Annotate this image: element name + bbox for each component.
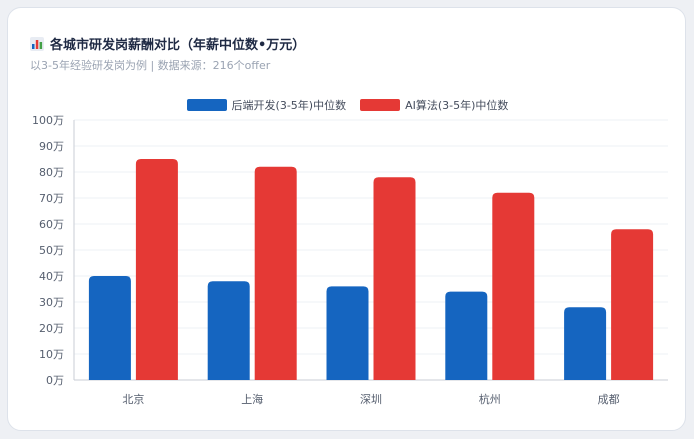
- y-tick-label: 60万: [39, 218, 64, 231]
- legend-label-ai: AI算法(3-5年)中位数: [405, 99, 509, 112]
- legend-item-backend[interactable]: 后端开发(3-5年)中位数: [186, 97, 347, 113]
- bar-backend[interactable]: [88, 276, 131, 380]
- bar-ai[interactable]: [254, 166, 297, 380]
- x-tick-label: 深圳: [360, 393, 382, 406]
- title-row: 各城市研发岗薪酬对比（年薪中位数•万元）: [30, 34, 305, 53]
- y-tick-label: 20万: [39, 322, 64, 335]
- y-tick-label: 50万: [39, 244, 64, 257]
- chart-subtitle: 以3-5年经验研发岗为例 | 数据来源：216个offer: [30, 59, 271, 72]
- bar-ai[interactable]: [492, 192, 535, 380]
- bar-backend[interactable]: [326, 286, 369, 380]
- y-tick-label: 40万: [39, 270, 64, 283]
- y-tick-label: 90万: [39, 140, 64, 153]
- chart-card: 各城市研发岗薪酬对比（年薪中位数•万元） 以3-5年经验研发岗为例 | 数据来源…: [7, 7, 686, 431]
- y-tick-label: 10万: [39, 348, 64, 361]
- bar-backend[interactable]: [564, 307, 607, 380]
- bar-ai[interactable]: [135, 159, 178, 380]
- legend: 后端开发(3-5年)中位数 AI算法(3-5年)中位数: [8, 97, 687, 113]
- y-tick-label: 80万: [39, 166, 64, 179]
- chart-title: 各城市研发岗薪酬对比（年薪中位数•万元）: [50, 38, 306, 53]
- y-tick-label: 100万: [32, 114, 64, 127]
- bar-ai[interactable]: [611, 229, 654, 380]
- legend-swatch-ai: [360, 99, 401, 111]
- y-tick-label: 70万: [39, 192, 64, 205]
- legend-item-ai[interactable]: AI算法(3-5年)中位数: [360, 97, 508, 113]
- x-tick-label: 北京: [122, 392, 144, 406]
- legend-label-backend: 后端开发(3-5年)中位数: [231, 99, 347, 112]
- x-tick-label: 杭州: [479, 392, 501, 406]
- y-tick-label: 0万: [46, 374, 64, 387]
- x-tick-label: 上海: [241, 392, 263, 406]
- bar-chart-icon: [30, 36, 44, 51]
- bar-backend[interactable]: [207, 281, 250, 380]
- y-tick-label: 30万: [39, 296, 64, 309]
- x-tick-label: 成都: [598, 393, 620, 406]
- legend-swatch-backend: [186, 99, 227, 111]
- bar-backend[interactable]: [445, 291, 488, 380]
- bar-ai[interactable]: [373, 177, 416, 380]
